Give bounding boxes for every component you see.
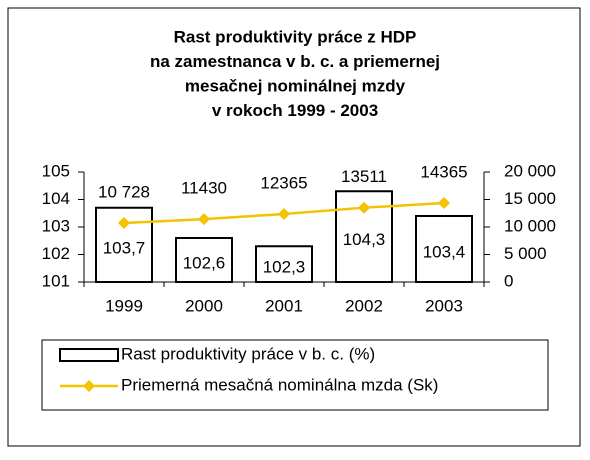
legend-label: Rast produktivity práce v b. c. (%)	[121, 344, 375, 363]
x-tick-label: 2001	[265, 296, 303, 315]
legend-label: Priemerná mesačná nominálna mzda (Sk)	[121, 375, 438, 394]
y2-tick-label: 5 000	[504, 244, 547, 263]
line-value-label: 11430	[181, 179, 227, 198]
y-tick-label: 101	[42, 271, 70, 290]
x-tick-label: 1999	[105, 296, 143, 315]
y-tick-label: 103	[42, 216, 70, 235]
y-tick-label: 104	[42, 189, 70, 208]
bar-value-label: 102,3	[263, 258, 306, 277]
line-marker	[358, 201, 370, 214]
y2-tick-label: 20 000	[504, 161, 556, 180]
y2-tick-label: 15 000	[504, 189, 556, 208]
chart-title: v rokoch 1999 - 2003	[212, 101, 378, 120]
y2-tick-label: 10 000	[504, 216, 556, 235]
chart-title: Rast produktivity práce z HDP	[174, 27, 417, 46]
x-tick-label: 2002	[345, 296, 383, 315]
bar	[255, 245, 313, 283]
y-tick-label: 105	[42, 161, 70, 180]
bar-value-label: 102,6	[183, 253, 226, 272]
y-tick-label: 102	[42, 244, 70, 263]
x-tick-label: 2003	[425, 296, 463, 315]
x-tick-label: 2000	[185, 296, 223, 315]
line-marker	[118, 216, 130, 229]
chart-title: na zamestnanca v b. c. a priemernej	[150, 52, 440, 71]
legend-swatch	[59, 348, 119, 362]
legend-marker	[83, 380, 95, 392]
bar	[175, 237, 233, 283]
bar-value-label: 103,7	[103, 238, 146, 257]
line-value-label: 10 728	[98, 182, 150, 201]
chart-title: mesačnej nominálnej mzdy	[185, 76, 406, 95]
line-value-label: 12365	[260, 173, 307, 192]
line-marker	[198, 213, 210, 226]
bar-value-label: 104,3	[343, 230, 386, 249]
line-value-label: 14365	[420, 162, 467, 181]
line-marker	[278, 207, 290, 220]
legend-box	[41, 339, 549, 411]
line-marker	[438, 196, 450, 209]
y2-tick-label: 0	[504, 271, 513, 290]
line-value-label: 13511	[341, 167, 387, 186]
bar	[415, 215, 473, 283]
bar-value-label: 103,4	[423, 242, 466, 261]
